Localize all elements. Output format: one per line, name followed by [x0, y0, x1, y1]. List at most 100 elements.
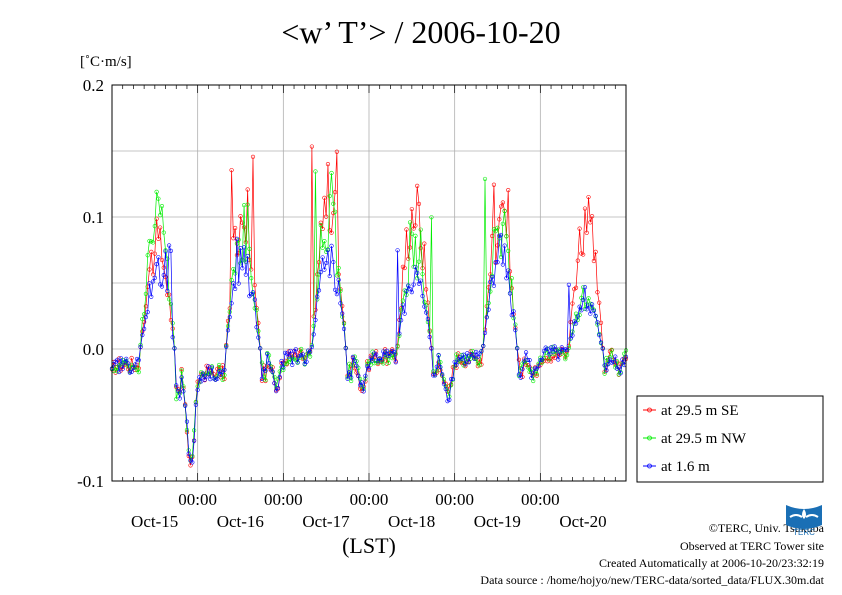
data-point: [190, 460, 195, 465]
data-point: [284, 361, 290, 366]
data-point: [299, 346, 304, 352]
data-point: [281, 367, 286, 372]
data-point: [374, 352, 379, 357]
data-point: [266, 360, 272, 366]
data-point: [488, 289, 493, 294]
data-point: [293, 352, 298, 357]
data-point: [167, 243, 172, 248]
data-point: [363, 373, 368, 378]
data-point: [379, 358, 384, 363]
data-point: [241, 225, 247, 230]
data-point: [334, 292, 339, 297]
data-point: [488, 279, 493, 284]
data-point: [604, 368, 609, 373]
data-point: [563, 347, 568, 352]
data-point: [274, 389, 279, 394]
y-tick-label: -0.1: [77, 472, 104, 491]
data-point: [588, 311, 593, 316]
data-point: [531, 370, 536, 375]
data-point: [184, 427, 190, 433]
data-point: [552, 355, 557, 361]
data-point: [227, 315, 232, 320]
data-point: [491, 283, 497, 288]
data-point: [563, 357, 568, 362]
data-point: [195, 387, 200, 393]
data-point: [161, 265, 166, 270]
data-point: [325, 247, 331, 253]
data-point: [184, 419, 190, 424]
data-point: [507, 291, 513, 296]
data-point: [331, 259, 336, 265]
data-point: [259, 376, 265, 381]
data-point: [468, 352, 473, 357]
data-point: [202, 377, 207, 382]
data-point: [618, 370, 623, 375]
data-point: [152, 224, 157, 229]
data-point: [265, 351, 270, 357]
data-point: [470, 352, 475, 357]
data-point: [243, 240, 248, 245]
data-point: [136, 358, 141, 363]
legend-label: at 1.6 m: [661, 459, 710, 475]
data-point: [500, 262, 505, 267]
data-point: [136, 370, 141, 375]
data-point: [159, 257, 165, 263]
data-point: [150, 279, 156, 284]
data-point: [591, 258, 596, 264]
data-point: [124, 356, 129, 361]
data-point: [320, 255, 325, 260]
data-point: [204, 374, 209, 379]
data-point: [545, 346, 550, 352]
data-point: [181, 384, 186, 389]
data-point: [393, 360, 398, 365]
data-point: [586, 296, 591, 301]
data-point: [143, 315, 149, 320]
data-point: [565, 347, 570, 353]
data-point: [461, 352, 466, 357]
data-point: [334, 149, 339, 154]
data-point: [520, 367, 525, 372]
data-point: [409, 206, 414, 212]
data-point: [131, 365, 136, 370]
data-point: [407, 286, 413, 292]
series-line-1: [111, 171, 627, 463]
x-tick-date-label: Oct-20: [559, 512, 606, 531]
data-point: [249, 267, 254, 272]
data-point: [129, 355, 134, 361]
data-point: [618, 371, 623, 376]
data-point: [193, 402, 198, 407]
data-point: [252, 297, 257, 302]
data-point: [431, 373, 436, 378]
data-point: [281, 365, 286, 370]
data-point: [402, 265, 407, 271]
data-point: [311, 323, 316, 329]
data-point: [407, 220, 413, 225]
data-point: [247, 246, 252, 251]
data-point: [577, 304, 582, 309]
data-point: [129, 369, 134, 375]
data-point: [447, 397, 452, 402]
data-point: [616, 365, 621, 370]
data-point: [413, 264, 418, 270]
data-point: [161, 230, 166, 235]
data-point: [315, 294, 320, 299]
data-point: [250, 290, 256, 295]
legend-swatch-marker: [647, 463, 652, 469]
data-point: [349, 375, 354, 380]
data-point: [327, 273, 332, 279]
data-point: [295, 360, 300, 365]
data-point: [352, 358, 357, 363]
data-point: [366, 366, 372, 371]
data-point: [145, 310, 150, 315]
data-point: [167, 297, 172, 302]
data-point: [191, 428, 197, 433]
data-point: [357, 376, 363, 382]
data-point: [441, 377, 447, 382]
data-point: [506, 188, 511, 193]
data-point: [531, 378, 536, 384]
data-point: [245, 202, 250, 207]
data-point: [238, 261, 243, 266]
data-point: [400, 298, 406, 303]
data-point: [332, 190, 338, 195]
data-point: [429, 215, 434, 220]
